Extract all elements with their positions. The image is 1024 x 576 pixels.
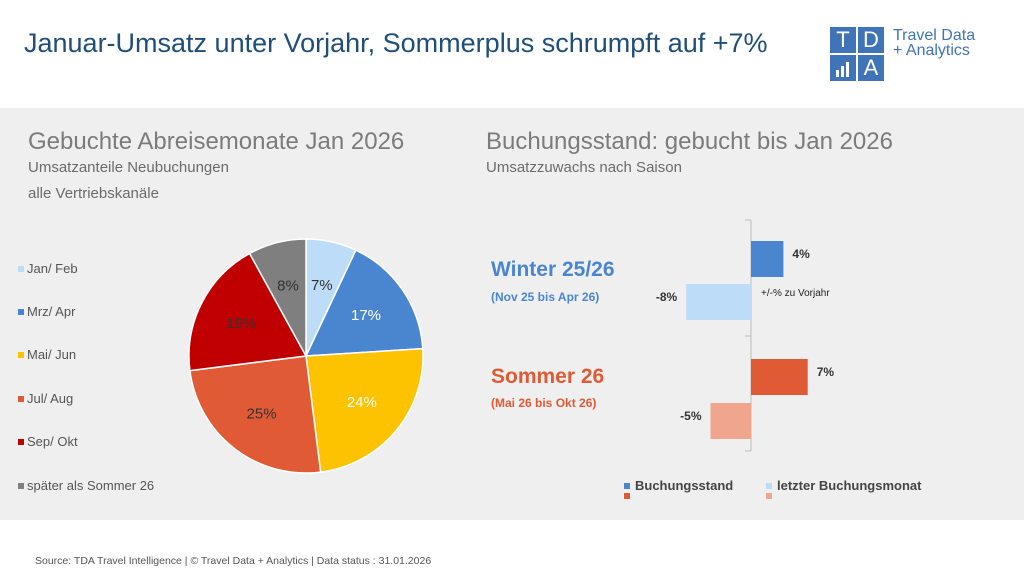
bar-chart-subtitle: Umsatzzuwachs nach Saison	[486, 159, 682, 176]
pie-legend-item: Jul/ Aug	[18, 391, 73, 406]
pie-chart-heading: Gebuchte Abreisemonate Jan 2026	[28, 128, 405, 155]
logo-text-line2: + Analytics	[893, 42, 970, 59]
legend-swatch-summer-last	[766, 493, 772, 499]
pie-legend-item: Mrz/ Apr	[18, 304, 75, 319]
pie-slice-label: 8%	[277, 278, 299, 295]
pie-legend-label: Jan/ Feb	[27, 261, 78, 276]
pie-chart-subtitle-2: alle Vertriebskanäle	[28, 185, 159, 202]
pie-slice-label: 25%	[247, 405, 277, 422]
header: Januar-Umsatz unter Vorjahr, Sommerplus …	[0, 0, 1024, 108]
legend-label-last-month: letzter Buchungsmonat	[777, 478, 922, 493]
bar-value-label: 7%	[817, 365, 835, 379]
pie-legend-swatch	[18, 395, 24, 402]
logo-text-line1: Travel Data	[893, 27, 976, 44]
legend-swatch-winter-booked	[624, 483, 630, 489]
pie-legend-item: Jan/ Feb	[18, 261, 78, 276]
bar-value-label: -5%	[680, 409, 702, 423]
pie-slice	[248, 238, 307, 357]
pie-legend-item: Sep/ Okt	[18, 434, 78, 449]
page-title: Januar-Umsatz unter Vorjahr, Sommerplus …	[24, 28, 768, 58]
pie-slice	[189, 355, 322, 474]
pie-chart: 7% 17% 24% 25% 19% 8%	[188, 238, 424, 474]
pie-slice	[304, 249, 424, 357]
winter-season-title: Winter 25/26	[491, 258, 615, 281]
pie-slice-label: 17%	[351, 307, 381, 324]
pie-legend-swatch	[18, 482, 24, 489]
pie-slice-label: 7%	[311, 277, 333, 294]
summer-season-range: (Mai 26 bis Okt 26)	[491, 396, 597, 410]
content-panel: Gebuchte Abreisemonate Jan 2026 Umsatzan…	[0, 108, 1024, 520]
pie-legend-label: Jul/ Aug	[27, 391, 74, 406]
pie-legend-item: später als Sommer 26	[18, 478, 154, 493]
legend-label-booked: Buchungsstand	[635, 478, 734, 493]
legend-swatch-summer-booked	[624, 493, 630, 499]
bar	[751, 359, 808, 395]
bar	[710, 403, 751, 439]
legend-swatch-winter-last	[766, 483, 772, 489]
logo-letter-a: A	[858, 55, 884, 81]
tda-logo: T D A Travel Data + Analytics	[830, 27, 1000, 83]
footer-source: Source: TDA Travel Intelligence | © Trav…	[35, 555, 432, 567]
pie-legend-label: Sep/ Okt	[27, 434, 78, 449]
bar-chart-icon	[830, 55, 856, 81]
winter-season-range: (Nov 25 bis Apr 26)	[491, 290, 600, 304]
axis-label: +/-% zu Vorjahr	[761, 288, 830, 299]
pie-legend-swatch	[18, 351, 24, 358]
bar	[751, 241, 784, 277]
pie-slice	[188, 252, 308, 372]
pie-chart-subtitle-1: Umsatzanteile Neubuchungen	[28, 159, 229, 176]
bar-value-label: -8%	[656, 290, 678, 304]
logo-letter-d: D	[858, 27, 884, 53]
pie-slice-label: 19%	[226, 315, 256, 332]
pie-legend-swatch	[18, 265, 24, 272]
summer-season-title: Sommer 26	[491, 365, 605, 388]
pie-legend-swatch	[18, 438, 24, 445]
bar-value-label: 4%	[792, 247, 810, 261]
pie-legend-label: später als Sommer 26	[27, 478, 155, 493]
bar-chart-heading: Buchungsstand: gebucht bis Jan 2026	[486, 128, 893, 155]
logo-letter-t: T	[830, 27, 856, 53]
pie-slice-label: 24%	[347, 394, 377, 411]
pie-slice	[305, 347, 424, 473]
pie-legend-label: Mai/ Jun	[27, 347, 77, 362]
pie-legend-item: Mai/ Jun	[18, 347, 76, 362]
bar	[686, 284, 751, 320]
pie-legend-swatch	[18, 308, 24, 315]
bar-chart: 4% -8% 7% -5%	[656, 219, 835, 452]
pie-legend-label: Mrz/ Apr	[27, 304, 76, 319]
